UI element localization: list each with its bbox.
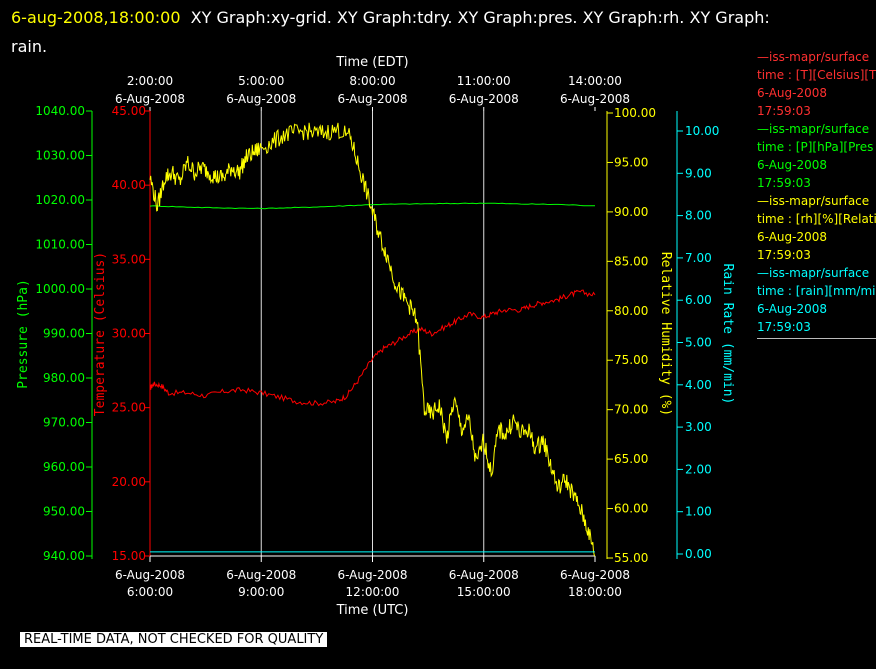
humidity-tick-label: 70.00: [614, 403, 648, 417]
pressure-tick-label: 1000.00: [35, 282, 85, 296]
legend-date: 6-Aug-2008: [757, 302, 828, 316]
rain-tick-label: 2.00: [685, 462, 712, 476]
x-tick-label: 6-Aug-2008: [115, 568, 185, 582]
title-graphs-continued: rain.: [11, 37, 48, 56]
legend-time: 17:59:03: [757, 176, 811, 190]
rain-tick-label: 5.00: [685, 336, 712, 350]
legend-entry-rain: —iss-mapr/surface time : [rain][mm/min 6…: [757, 264, 876, 336]
temperature-tick-label: 30.00: [112, 327, 146, 341]
legend-rule: —iss-mapr/surface: [757, 194, 870, 208]
pressure-series-line: [149, 202, 596, 210]
humidity-tick-label: 85.00: [614, 254, 648, 268]
rain-tick-label: 8.00: [685, 209, 712, 223]
humidity-tick-label: 80.00: [614, 304, 648, 318]
rain-tick-label: 10.00: [685, 124, 719, 138]
x-tick-label: 6-Aug-2008: [337, 568, 407, 582]
legend-date: 6-Aug-2008: [757, 230, 828, 244]
legend-rule: —iss-mapr/surface: [757, 266, 870, 280]
temperature-tick-label: 45.00: [112, 104, 146, 118]
humidity-tick-label: 90.00: [614, 205, 648, 219]
pressure-tick-label: 1040.00: [35, 104, 85, 118]
humidity-axis-title: Relative Humidity (%): [658, 252, 673, 416]
rain-tick-label: 6.00: [685, 293, 712, 307]
x-top-tick-label: 6-Aug-2008: [449, 92, 519, 106]
legend-field: time : [rh][%][Relati: [757, 212, 876, 226]
x-top-tick-label: 8:00:00: [349, 74, 395, 88]
legend-entry-humidity: —iss-mapr/surface time : [rh][%][Relati …: [757, 192, 876, 264]
x-tick-label: 12:00:00: [346, 585, 400, 599]
rain-axis-title: Rain Rate (mm/min): [720, 264, 735, 405]
humidity-tick-label: 95.00: [614, 155, 648, 169]
legend-entry-pressure: —iss-mapr/surface time : [P][hPa][Pres 6…: [757, 120, 876, 192]
temperature-tick-label: 25.00: [112, 401, 146, 415]
x-tick-label: 6-Aug-2008: [226, 568, 296, 582]
legend-field: time : [P][hPa][Pres: [757, 140, 874, 154]
pressure-tick-label: 970.00: [43, 416, 85, 430]
legend-time: 17:59:03: [757, 320, 811, 334]
humidity-tick-label: 100.00: [614, 106, 656, 120]
legend-time: 17:59:03: [757, 104, 811, 118]
legend-field: time : [rain][mm/min: [757, 284, 876, 298]
temperature-tick-label: 20.00: [112, 475, 146, 489]
legend-time: 17:59:03: [757, 248, 811, 262]
temperature-axis-title: Temperature (Celsius): [93, 252, 108, 416]
title-graphs: XY Graph:xy-grid. XY Graph:tdry. XY Grap…: [190, 8, 770, 27]
humidity-tick-label: 75.00: [614, 353, 648, 367]
legend: —iss-mapr/surface time : [T][Celsius][T …: [757, 48, 876, 340]
humidity-tick-label: 65.00: [614, 452, 648, 466]
pressure-tick-label: 1020.00: [35, 193, 85, 207]
title-date: 6-aug-2008,18:00:00: [11, 8, 181, 27]
legend-rule: —iss-mapr/surface: [757, 50, 870, 64]
pressure-tick-label: 1010.00: [35, 238, 85, 252]
rain-tick-label: 0.00: [685, 547, 712, 561]
x-axis-title: Time (UTC): [336, 603, 409, 618]
humidity-series-line: [149, 122, 596, 557]
x-tick-label: 6-Aug-2008: [449, 568, 519, 582]
temperature-series-line: [149, 289, 596, 407]
legend-entry-temperature: —iss-mapr/surface time : [T][Celsius][T …: [757, 48, 876, 120]
legend-rule: —iss-mapr/surface: [757, 122, 870, 136]
x-tick-label: 18:00:00: [568, 585, 622, 599]
legend-date: 6-Aug-2008: [757, 86, 828, 100]
x-top-tick-label: 11:00:00: [457, 74, 511, 88]
temperature-tick-label: 15.00: [112, 549, 146, 563]
quality-notice: REAL-TIME DATA, NOT CHECKED FOR QUALITY: [20, 632, 328, 647]
pressure-tick-label: 940.00: [43, 549, 85, 563]
x-top-tick-label: 14:00:00: [568, 74, 622, 88]
page-title: 6-aug-2008,18:00:00 XY Graph:xy-grid. XY…: [11, 3, 861, 61]
x-top-tick-label: 6-Aug-2008: [337, 92, 407, 106]
rain-tick-label: 4.00: [685, 378, 712, 392]
x-top-tick-label: 5:00:00: [238, 74, 284, 88]
x-top-tick-label: 6-Aug-2008: [560, 92, 630, 106]
pressure-tick-label: 960.00: [43, 460, 85, 474]
x-top-axis-title: Time (EDT): [335, 55, 408, 70]
x-top-tick-label: 6-Aug-2008: [115, 92, 185, 106]
rain-tick-label: 3.00: [685, 420, 712, 434]
pressure-tick-label: 980.00: [43, 371, 85, 385]
x-tick-label: 6:00:00: [127, 585, 173, 599]
pressure-tick-label: 1030.00: [35, 149, 85, 163]
legend-field: time : [T][Celsius][T: [757, 68, 876, 82]
x-tick-label: 6-Aug-2008: [560, 568, 630, 582]
rain-tick-label: 1.00: [685, 505, 712, 519]
legend-divider: [757, 338, 876, 339]
x-top-tick-label: 2:00:00: [127, 74, 173, 88]
pressure-axis-title: Pressure (hPa): [16, 279, 31, 389]
x-top-tick-label: 6-Aug-2008: [226, 92, 296, 106]
x-tick-label: 9:00:00: [238, 585, 284, 599]
rain-tick-label: 9.00: [685, 166, 712, 180]
pressure-tick-label: 990.00: [43, 327, 85, 341]
humidity-tick-label: 60.00: [614, 502, 648, 516]
temperature-tick-label: 35.00: [112, 252, 146, 266]
rain-tick-label: 7.00: [685, 251, 712, 265]
pressure-tick-label: 950.00: [43, 505, 85, 519]
x-tick-label: 15:00:00: [457, 585, 511, 599]
humidity-tick-label: 55.00: [614, 551, 648, 565]
legend-date: 6-Aug-2008: [757, 158, 828, 172]
temperature-tick-label: 40.00: [112, 178, 146, 192]
